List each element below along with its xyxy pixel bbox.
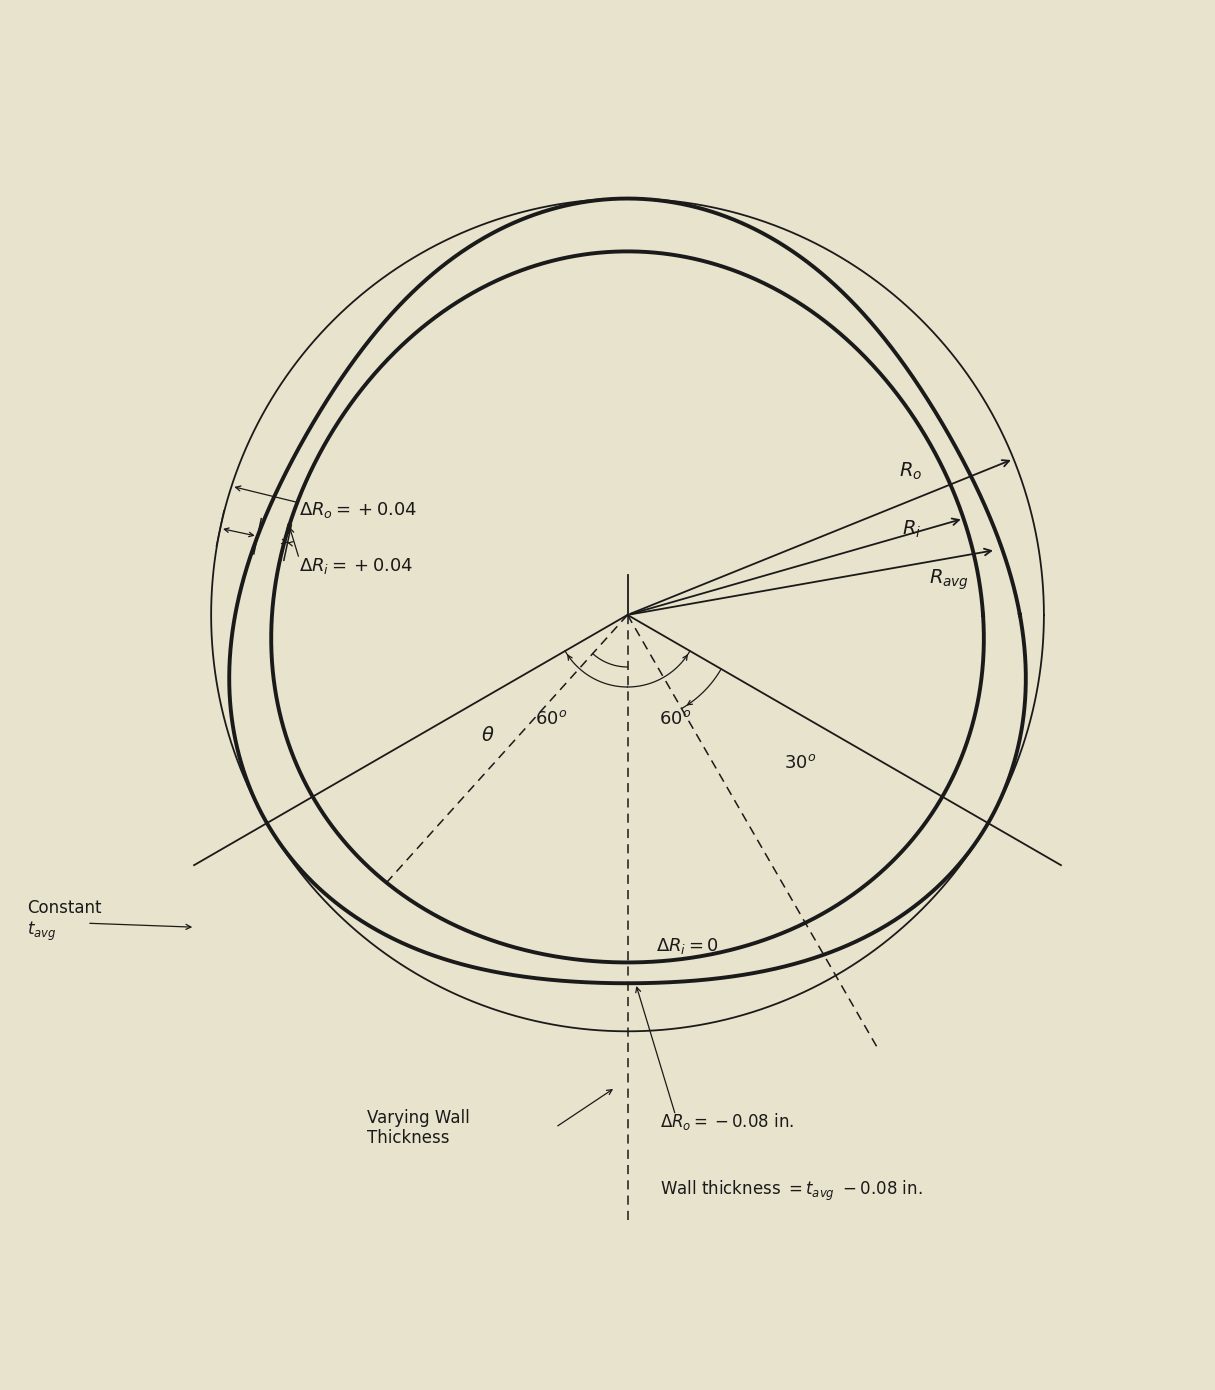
- Text: Varying Wall
Thickness: Varying Wall Thickness: [367, 1109, 470, 1147]
- Text: $R_o$: $R_o$: [899, 461, 922, 482]
- Text: $R_i$: $R_i$: [902, 518, 921, 541]
- Text: $\theta$: $\theta$: [481, 726, 495, 745]
- Text: $\Delta R_i = +0.04$: $\Delta R_i = +0.04$: [299, 556, 413, 575]
- Text: $\Delta R_o = +0.04$: $\Delta R_o = +0.04$: [299, 500, 418, 520]
- Text: $\Delta R_o = -0.08$ in.: $\Delta R_o = -0.08$ in.: [660, 1112, 793, 1133]
- Text: Constant
$t_{avg}$: Constant $t_{avg}$: [27, 899, 102, 944]
- Text: $60^o$: $60^o$: [536, 710, 567, 728]
- Text: $R_{avg}$: $R_{avg}$: [928, 567, 968, 592]
- Text: $30^o$: $30^o$: [784, 753, 815, 771]
- Text: Wall thickness $= t_{avg}\ -0.08$ in.: Wall thickness $= t_{avg}\ -0.08$ in.: [660, 1179, 922, 1204]
- Text: $\Delta R_i = 0$: $\Delta R_i = 0$: [656, 937, 718, 956]
- Text: $60^o$: $60^o$: [660, 710, 691, 728]
